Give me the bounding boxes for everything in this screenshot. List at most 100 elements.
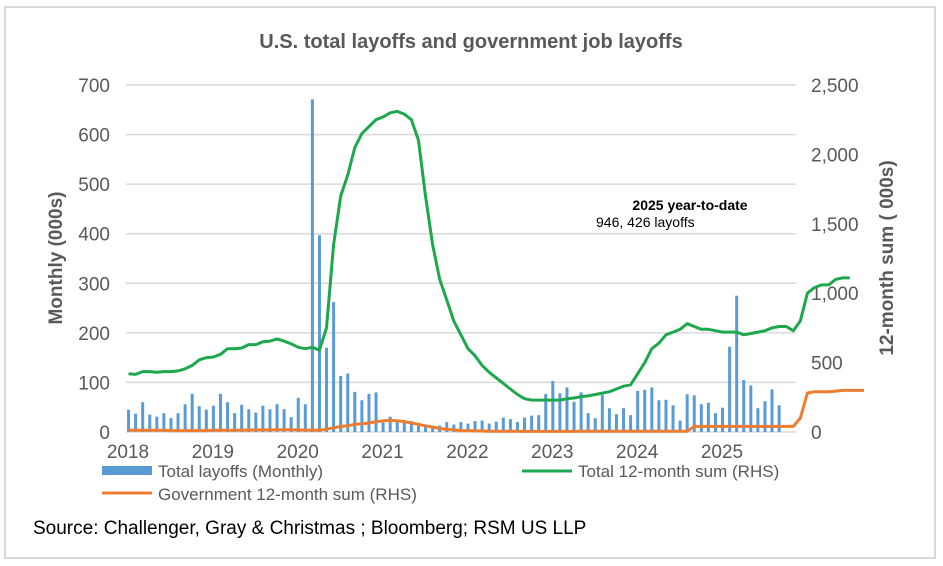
bar <box>431 425 435 432</box>
bar <box>735 295 739 432</box>
bar <box>127 409 131 432</box>
x-tick-label: 2022 <box>446 442 488 463</box>
bar <box>530 415 534 432</box>
bar <box>240 404 244 432</box>
bar <box>706 402 710 432</box>
bar <box>445 422 449 432</box>
bar <box>183 404 187 432</box>
bar <box>190 393 194 432</box>
bar <box>692 395 696 432</box>
bar <box>197 406 201 432</box>
bar <box>303 404 307 432</box>
legend-label-bar: Total layoffs (Monthly) <box>158 462 323 481</box>
bar <box>360 400 364 432</box>
bar <box>614 414 618 432</box>
bar <box>247 409 251 432</box>
bar <box>572 401 576 432</box>
bar <box>176 413 180 432</box>
bar <box>261 405 265 432</box>
left-tick-label: 200 <box>78 324 110 345</box>
x-tick-label: 2024 <box>616 442 659 463</box>
bar <box>473 421 477 432</box>
bar <box>622 408 626 432</box>
bar <box>296 397 300 432</box>
line-government-12-month-sum <box>128 388 864 433</box>
legend-swatch-bar <box>102 466 152 475</box>
left-tick-label: 0 <box>99 423 110 444</box>
left-tick-label: 300 <box>78 274 110 295</box>
bar <box>459 422 463 432</box>
x-tick-label: 2023 <box>531 442 573 463</box>
annotation-text: 946, 426 layoffs <box>596 214 695 230</box>
bar <box>586 413 590 432</box>
x-tick-label: 2020 <box>277 442 319 463</box>
bar <box>657 400 661 432</box>
bar <box>770 389 774 432</box>
right-tick-label: 1,000 <box>811 284 859 305</box>
bar <box>579 392 583 432</box>
bar <box>565 387 569 432</box>
bar <box>756 408 760 432</box>
bar <box>508 419 512 432</box>
bar <box>254 412 258 432</box>
bar <box>600 394 604 432</box>
bar <box>381 422 385 432</box>
bar <box>537 415 541 432</box>
bar <box>424 426 428 432</box>
bar <box>607 408 611 432</box>
bar <box>515 422 519 432</box>
bar <box>643 389 647 432</box>
bar <box>409 421 413 432</box>
left-tick-label: 100 <box>78 373 110 394</box>
bar <box>367 393 371 432</box>
bar <box>275 404 279 432</box>
line-total-12-month-sum <box>128 109 850 402</box>
left-tick-label: 400 <box>78 225 110 246</box>
bar <box>551 380 555 432</box>
x-tick-label: 2021 <box>361 442 403 463</box>
bar <box>374 392 378 432</box>
bar <box>339 375 343 432</box>
bar <box>728 346 732 432</box>
bar <box>332 302 336 432</box>
bar <box>487 423 491 432</box>
bar <box>169 418 173 432</box>
bar <box>226 402 230 432</box>
right-tick-label: 1,500 <box>811 215 859 236</box>
bar <box>402 420 406 432</box>
bar <box>763 401 767 432</box>
bar <box>134 413 138 432</box>
gridlines <box>126 84 796 433</box>
right-axis-title: 12-month sum ( 000s) <box>877 160 898 355</box>
bar <box>678 420 682 432</box>
annotation-title: 2025 year-to-date <box>632 197 747 213</box>
bar <box>289 417 293 432</box>
bar <box>310 99 314 432</box>
right-tick-label: 2,000 <box>811 145 859 166</box>
bar <box>346 373 350 432</box>
chart-title: U.S. total layoffs and government job la… <box>259 31 682 53</box>
bar <box>501 417 505 432</box>
bar <box>218 393 222 432</box>
left-tick-label: 600 <box>78 126 110 147</box>
right-tick-label: 500 <box>811 354 843 375</box>
bar <box>204 409 208 432</box>
bar <box>523 417 527 432</box>
bar <box>282 409 286 432</box>
left-tick-label: 500 <box>78 175 110 196</box>
bar <box>593 418 597 432</box>
bar <box>749 385 753 432</box>
bar <box>268 409 272 432</box>
bar <box>416 424 420 432</box>
bar <box>721 407 725 432</box>
bar <box>353 391 357 432</box>
right-tick-label: 2,500 <box>811 76 859 97</box>
bar <box>558 393 562 432</box>
bar <box>699 404 703 432</box>
x-tick-label: 2025 <box>701 442 743 463</box>
bar <box>466 423 470 432</box>
x-tick-label: 2019 <box>192 442 234 463</box>
bar <box>162 413 166 432</box>
right-axis-ticks: 0 500 1,000 1,500 2,000 2,500 <box>811 76 859 444</box>
